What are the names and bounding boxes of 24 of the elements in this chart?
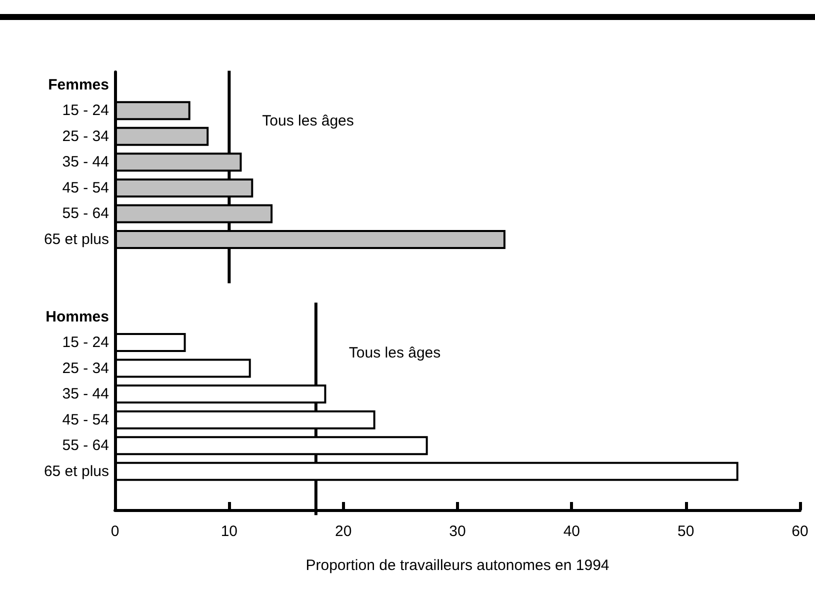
y-tick-label: 45 - 54 bbox=[62, 411, 109, 428]
x-tick-label: 30 bbox=[449, 523, 466, 540]
x-tick-label: 10 bbox=[220, 523, 238, 540]
x-tick-label: 50 bbox=[677, 523, 694, 540]
y-tick-label: Hommes bbox=[46, 308, 109, 326]
y-tick-label: 65 et plus bbox=[44, 462, 109, 480]
x-tick-label: 0 bbox=[110, 523, 120, 540]
y-tick-label: 35 - 44 bbox=[62, 154, 109, 171]
y-tick-label: 25 - 34 bbox=[62, 360, 109, 377]
y-tick-label: Femmes bbox=[48, 76, 109, 94]
y-tick-label: 45 - 54 bbox=[62, 179, 109, 196]
y-tick-label: 35 - 44 bbox=[62, 386, 109, 403]
y-tick-label: 55 - 64 bbox=[62, 205, 109, 222]
ref-line-label: Tous les âges bbox=[262, 112, 354, 130]
y-tick-label: 15 - 24 bbox=[62, 102, 109, 120]
ref-line-label: Tous les âges bbox=[348, 344, 441, 362]
x-tick-label: 60 bbox=[792, 523, 808, 540]
x-tick-label: 40 bbox=[563, 523, 580, 540]
y-tick-label: 65 et plus bbox=[44, 230, 109, 248]
y-tick-label: 15 - 24 bbox=[62, 334, 109, 352]
y-tick-label: 25 - 34 bbox=[62, 128, 109, 145]
y-tick-label: 55 - 64 bbox=[62, 437, 109, 454]
x-axis-title: Proportion de travailleurs autonomes en 1994 bbox=[306, 557, 610, 574]
x-tick-label: 20 bbox=[334, 523, 352, 540]
